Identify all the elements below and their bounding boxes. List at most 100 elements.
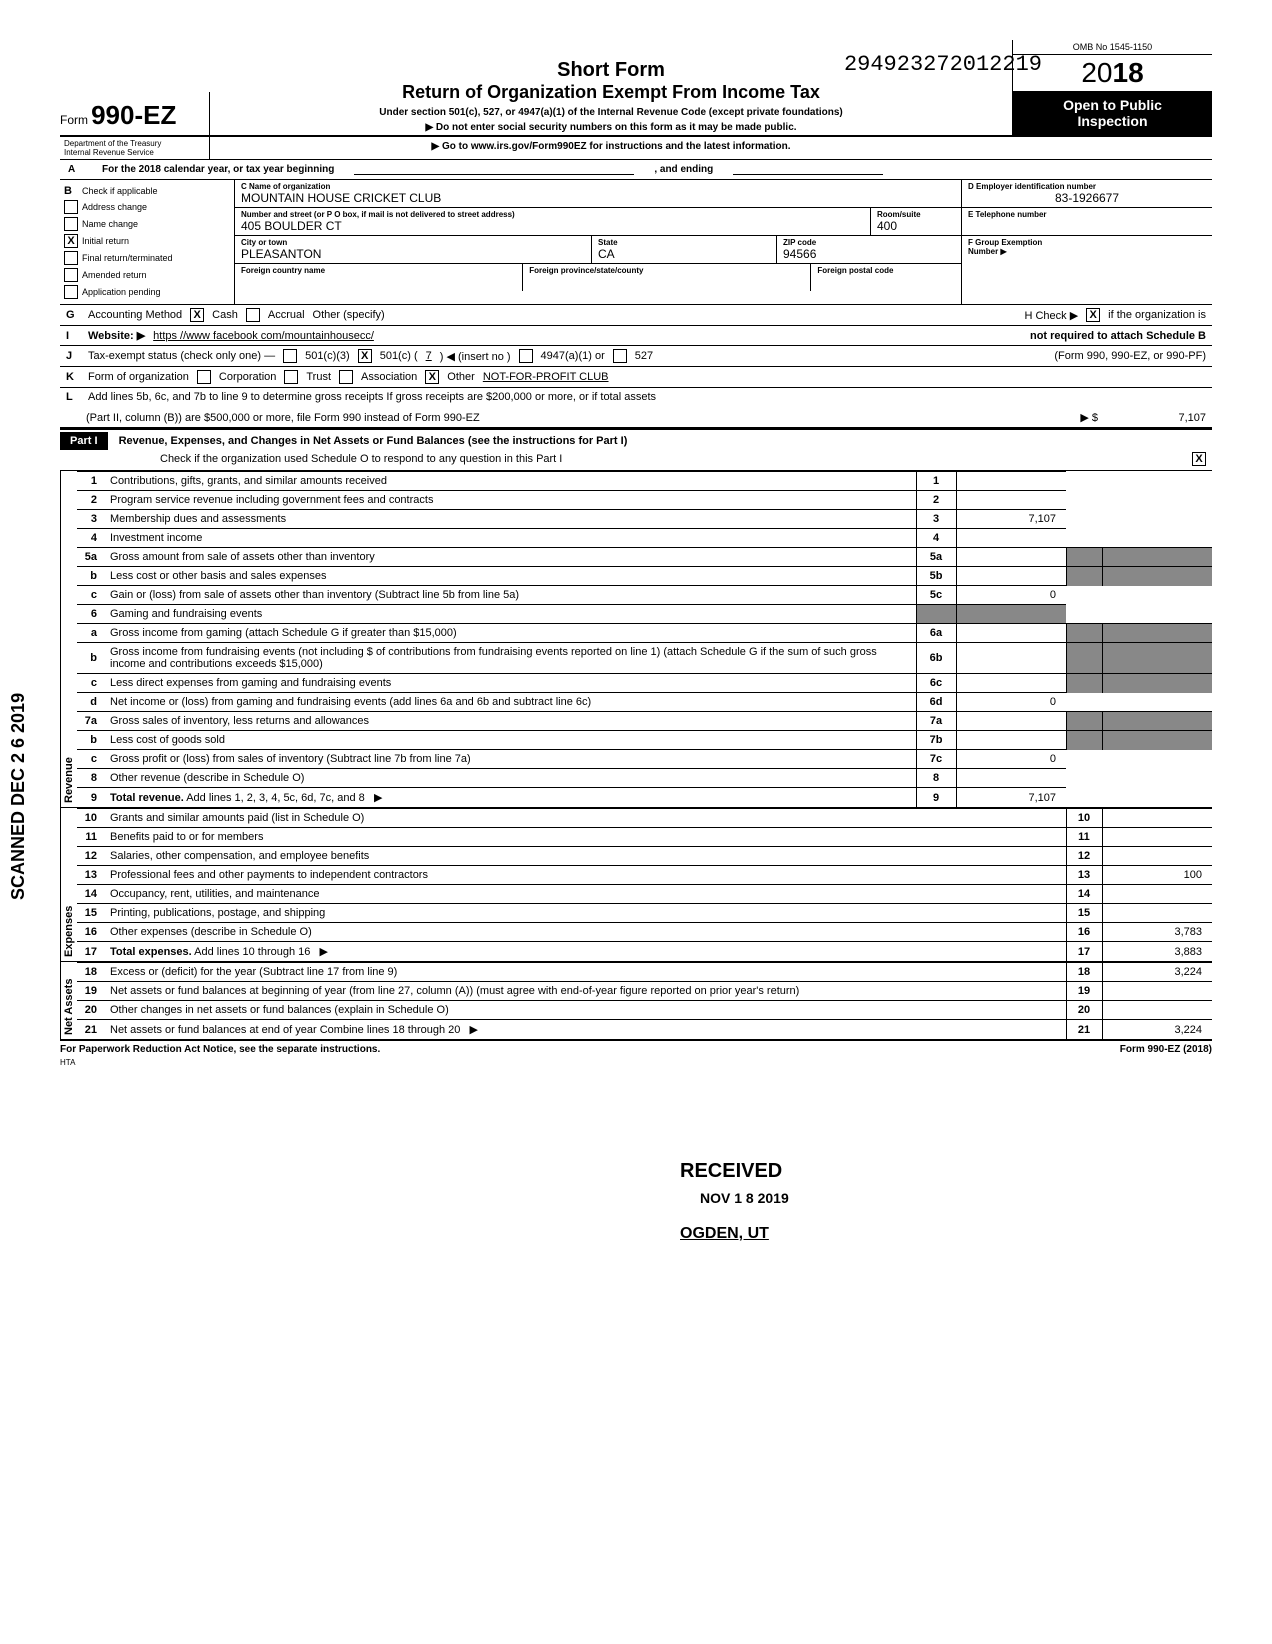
line-desc: Salaries, other compensation, and employ… <box>105 847 1066 866</box>
accrual-checkbox[interactable] <box>246 308 260 322</box>
line-amt-shade <box>1102 548 1212 567</box>
row-l-text1: Add lines 5b, 6c, and 7b to line 9 to de… <box>88 391 656 403</box>
line-desc: Total revenue. Add lines 1, 2, 3, 4, 5c,… <box>105 788 916 808</box>
gross-receipts-amount: 7,107 <box>1106 412 1206 424</box>
501c3-checkbox[interactable] <box>283 349 297 363</box>
year-prefix: 20 <box>1081 57 1112 88</box>
line-box-shade <box>1066 731 1102 750</box>
colb-checkbox[interactable] <box>64 268 78 282</box>
line-box: 2 <box>916 491 956 510</box>
line-amt-shade <box>1102 674 1212 693</box>
line-box: 12 <box>1066 847 1102 866</box>
501c-checkbox[interactable]: X <box>358 349 372 363</box>
line-desc: Printing, publications, postage, and shi… <box>105 904 1066 923</box>
row-a-text: For the 2018 calendar year, or tax year … <box>102 164 334 175</box>
inner-amt <box>956 674 1066 693</box>
inner-box: 6b <box>916 643 956 674</box>
line-amt <box>956 472 1066 491</box>
line-amt <box>1102 982 1212 1001</box>
schedule-o-checkbox[interactable]: X <box>1192 452 1206 466</box>
corp-label: Corporation <box>219 371 276 383</box>
other-org-checkbox[interactable]: X <box>425 370 439 384</box>
line-amt: 7,107 <box>956 788 1066 808</box>
line-amt: 3,224 <box>1102 963 1212 982</box>
open-public: Open to Public <box>1017 97 1208 113</box>
footer-paperwork: For Paperwork Reduction Act Notice, see … <box>60 1044 380 1055</box>
line-desc: Other changes in net assets or fund bala… <box>105 1001 1066 1020</box>
year-bold: 18 <box>1113 57 1144 88</box>
cash-checkbox[interactable]: X <box>190 308 204 322</box>
line-no: 12 <box>77 847 105 866</box>
assoc-checkbox[interactable] <box>339 370 353 384</box>
line-desc: Gain or (loss) from sale of assets other… <box>105 586 916 605</box>
row-l-text2: (Part II, column (B)) are $500,000 or mo… <box>86 412 480 424</box>
letter-j: J <box>66 350 80 362</box>
letter-i: I <box>66 330 80 342</box>
tax-exempt-label: Tax-exempt status (check only one) — <box>88 350 275 362</box>
row-h-text3: (Form 990, 990-EZ, or 990-PF) <box>1054 350 1206 362</box>
line-no: 7a <box>77 712 105 731</box>
line-no: d <box>77 693 105 712</box>
addr-label: Number and street (or P O box, if mail i… <box>241 210 864 219</box>
colb-checkbox[interactable]: X <box>64 234 78 248</box>
line-no: 1 <box>77 472 105 491</box>
zip: 94566 <box>783 247 955 261</box>
corp-checkbox[interactable] <box>197 370 211 384</box>
501c3-label: 501(c)(3) <box>305 350 350 362</box>
inner-box: 7b <box>916 731 956 750</box>
line-box-shade <box>916 605 956 624</box>
line-desc: Net assets or fund balances at end of ye… <box>105 1020 1066 1040</box>
line-box: 15 <box>1066 904 1102 923</box>
line-desc: Gaming and fundraising events <box>105 605 916 624</box>
line-amt <box>956 769 1066 788</box>
inner-amt <box>956 643 1066 674</box>
line-no: b <box>77 643 105 674</box>
line-amt <box>1102 1001 1212 1020</box>
line-no: 10 <box>77 809 105 828</box>
line-amt-shade <box>1102 712 1212 731</box>
colb-checkbox[interactable] <box>64 285 78 299</box>
scanned-stamp: SCANNED DEC 2 6 2019 <box>8 693 29 900</box>
state-label: State <box>598 238 770 247</box>
4947-checkbox[interactable] <box>519 349 533 363</box>
row-a-ending: , and ending <box>654 164 713 175</box>
line-no: a <box>77 624 105 643</box>
omb-number: OMB No 1545-1150 <box>1013 40 1212 55</box>
other-org-value: NOT-FOR-PROFIT CLUB <box>483 371 609 383</box>
inner-box: 5a <box>916 548 956 567</box>
fpc-label: Foreign postal code <box>817 266 955 275</box>
line-desc: Contributions, gifts, grants, and simila… <box>105 472 916 491</box>
527-checkbox[interactable] <box>613 349 627 363</box>
line-amt <box>1102 828 1212 847</box>
line-amt-shade <box>1102 643 1212 674</box>
line-no: 21 <box>77 1020 105 1040</box>
line-box: 21 <box>1066 1020 1102 1040</box>
line-no: 13 <box>77 866 105 885</box>
line-amt: 0 <box>956 750 1066 769</box>
zip-label: ZIP code <box>783 238 955 247</box>
colb-checkbox[interactable] <box>64 200 78 214</box>
501c-insert: ) ◀ (insert no ) <box>440 350 511 363</box>
line-desc: Membership dues and assessments <box>105 510 916 529</box>
line-no: b <box>77 567 105 586</box>
line-no: 16 <box>77 923 105 942</box>
line-desc: Professional fees and other payments to … <box>105 866 1066 885</box>
colb-checkbox[interactable] <box>64 217 78 231</box>
line-amt-shade <box>1102 731 1212 750</box>
inner-amt <box>956 567 1066 586</box>
received-stamp: RECEIVED <box>680 1160 782 1183</box>
line-no: 3 <box>77 510 105 529</box>
line-no: 19 <box>77 982 105 1001</box>
trust-checkbox[interactable] <box>284 370 298 384</box>
colb-label: Initial return <box>82 236 129 246</box>
colb-label: Amended return <box>82 270 147 280</box>
form-number: 990-EZ <box>91 100 176 130</box>
inner-box: 5b <box>916 567 956 586</box>
colb-checkbox[interactable] <box>64 251 78 265</box>
schedule-b-checkbox[interactable]: X <box>1086 308 1100 322</box>
ein: 83-1926677 <box>968 191 1206 205</box>
line-no: 17 <box>77 942 105 962</box>
dept-treasury: Department of the Treasury Internal Reve… <box>60 137 210 159</box>
line-desc: Occupancy, rent, utilities, and maintena… <box>105 885 1066 904</box>
line-amt: 0 <box>956 586 1066 605</box>
